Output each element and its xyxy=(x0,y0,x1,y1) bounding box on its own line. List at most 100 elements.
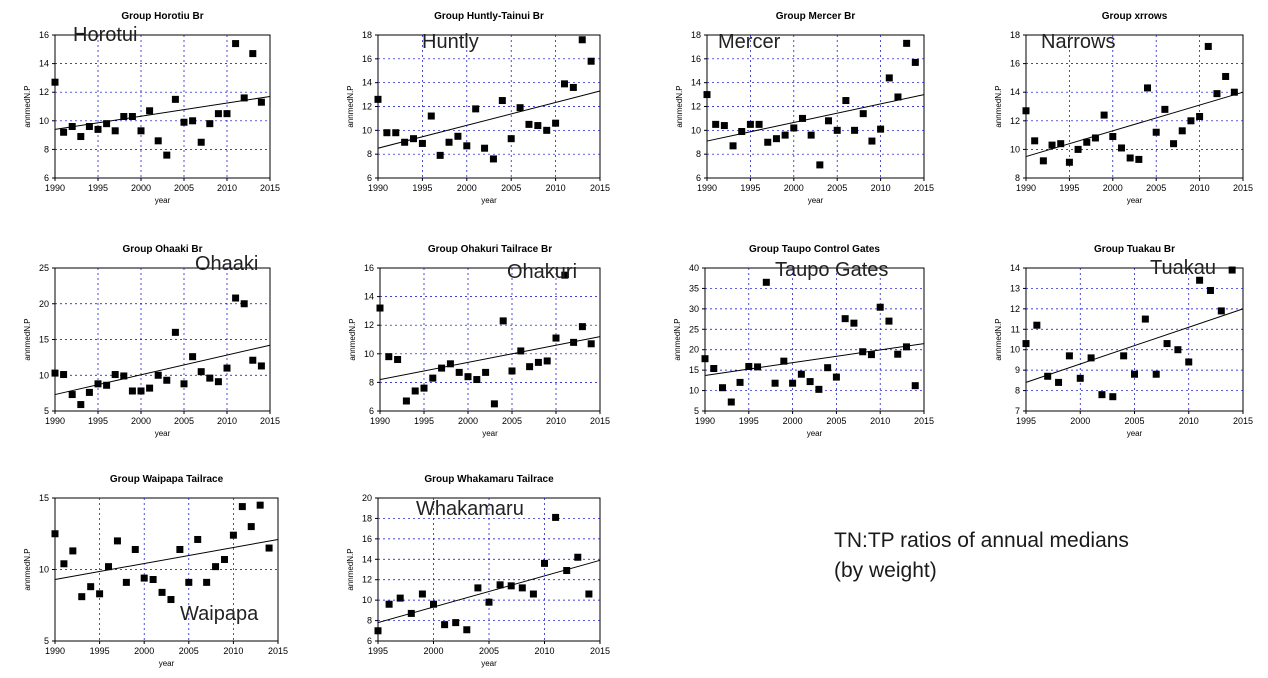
data-point xyxy=(1074,145,1082,153)
data-point xyxy=(247,523,255,531)
y-axis-label: annmedN.P xyxy=(348,318,357,360)
data-point xyxy=(87,583,95,591)
data-point xyxy=(518,584,526,592)
data-point xyxy=(570,338,578,346)
y-axis-label: annmedN.P xyxy=(346,85,355,127)
y-tick-label: 16 xyxy=(364,263,374,273)
data-point xyxy=(238,503,246,511)
data-point xyxy=(189,117,197,125)
data-point xyxy=(206,120,214,128)
y-tick-label: 12 xyxy=(39,87,49,97)
data-point xyxy=(1185,358,1193,366)
data-point xyxy=(214,110,222,118)
x-tick-label: 1990 xyxy=(695,416,715,426)
x-tick-label: 2005 xyxy=(479,646,499,656)
y-tick-label: 15 xyxy=(39,335,49,345)
x-axis-label: year xyxy=(1127,429,1143,438)
data-point xyxy=(789,379,797,387)
x-tick-label: 2015 xyxy=(268,646,288,656)
data-point xyxy=(764,138,772,146)
data-point xyxy=(816,161,824,169)
data-point xyxy=(1141,315,1149,323)
data-point xyxy=(452,619,460,627)
y-tick-label: 10 xyxy=(691,125,701,135)
data-point xyxy=(1152,370,1160,378)
data-point xyxy=(1109,393,1117,401)
site-label: Taupo Gates xyxy=(775,259,888,281)
data-point xyxy=(1091,134,1099,142)
x-tick-label: 2000 xyxy=(784,183,804,193)
x-tick-label: 1990 xyxy=(1016,183,1036,193)
y-tick-label: 13 xyxy=(1010,283,1020,293)
data-point xyxy=(407,609,415,617)
data-point xyxy=(60,371,68,379)
data-point xyxy=(1098,391,1106,399)
y-tick-label: 5 xyxy=(44,636,49,646)
y-tick-label: 11 xyxy=(1011,324,1020,334)
y-tick-label: 16 xyxy=(39,30,49,40)
data-point xyxy=(1126,154,1134,162)
data-point xyxy=(180,380,188,388)
site-label: Ohaaki xyxy=(195,253,258,275)
trend-line xyxy=(54,344,271,396)
data-point xyxy=(1031,137,1039,145)
data-point xyxy=(560,80,568,88)
data-point xyxy=(122,578,130,586)
chart-title: Group Ohakuri Tailrace Br xyxy=(428,244,552,255)
data-point xyxy=(885,74,893,82)
data-point xyxy=(167,596,175,604)
data-point xyxy=(517,347,525,355)
x-tick-label: 1995 xyxy=(739,416,759,426)
y-tick-label: 10 xyxy=(39,116,49,126)
x-tick-label: 2010 xyxy=(546,416,566,426)
data-point xyxy=(712,120,720,128)
data-point xyxy=(232,40,240,48)
data-point xyxy=(481,144,489,152)
data-point xyxy=(1076,374,1084,382)
data-point xyxy=(498,97,506,105)
data-point xyxy=(736,378,744,386)
data-point xyxy=(552,513,560,521)
data-point xyxy=(51,369,59,377)
data-point xyxy=(131,545,139,553)
y-tick-label: 18 xyxy=(362,30,372,40)
trend-line xyxy=(54,538,279,581)
data-point xyxy=(427,112,435,120)
y-tick-label: 10 xyxy=(362,595,372,605)
data-point xyxy=(51,78,59,86)
data-point xyxy=(411,387,419,395)
y-tick-label: 12 xyxy=(362,102,372,112)
data-point xyxy=(163,151,171,159)
data-point xyxy=(232,294,240,302)
data-point xyxy=(543,126,551,134)
y-tick-label: 10 xyxy=(39,565,49,575)
y-tick-label: 8 xyxy=(696,149,701,159)
data-point xyxy=(516,104,524,112)
x-tick-label: 1990 xyxy=(45,416,65,426)
data-point xyxy=(394,356,402,364)
data-point xyxy=(1161,105,1169,113)
chart-title: Group xrrows xyxy=(1102,11,1168,22)
data-point xyxy=(77,401,85,409)
data-point xyxy=(257,98,265,106)
y-tick-label: 5 xyxy=(44,406,49,416)
data-point xyxy=(410,135,418,143)
data-point xyxy=(1039,157,1047,165)
chart-panel: 1990 1995 2000 2005 2010 2015 6 8 10 12 14 16 Group … xyxy=(23,11,280,205)
data-point xyxy=(754,363,762,371)
y-tick-label: 12 xyxy=(362,575,372,585)
y-tick-label: 18 xyxy=(362,513,372,523)
data-point xyxy=(1230,88,1238,96)
figure-note: TN:TP ratios of annual medians (by weigh… xyxy=(834,526,1129,586)
data-point xyxy=(185,578,193,586)
y-tick-label: 12 xyxy=(364,320,374,330)
x-tick-label: 1995 xyxy=(1016,416,1036,426)
data-point xyxy=(441,621,449,629)
data-point xyxy=(249,50,257,58)
x-tick-label: 2005 xyxy=(826,416,846,426)
data-point xyxy=(105,563,113,571)
data-point xyxy=(529,590,537,598)
data-point xyxy=(771,379,779,387)
data-point xyxy=(587,57,595,65)
y-tick-label: 16 xyxy=(362,534,372,544)
